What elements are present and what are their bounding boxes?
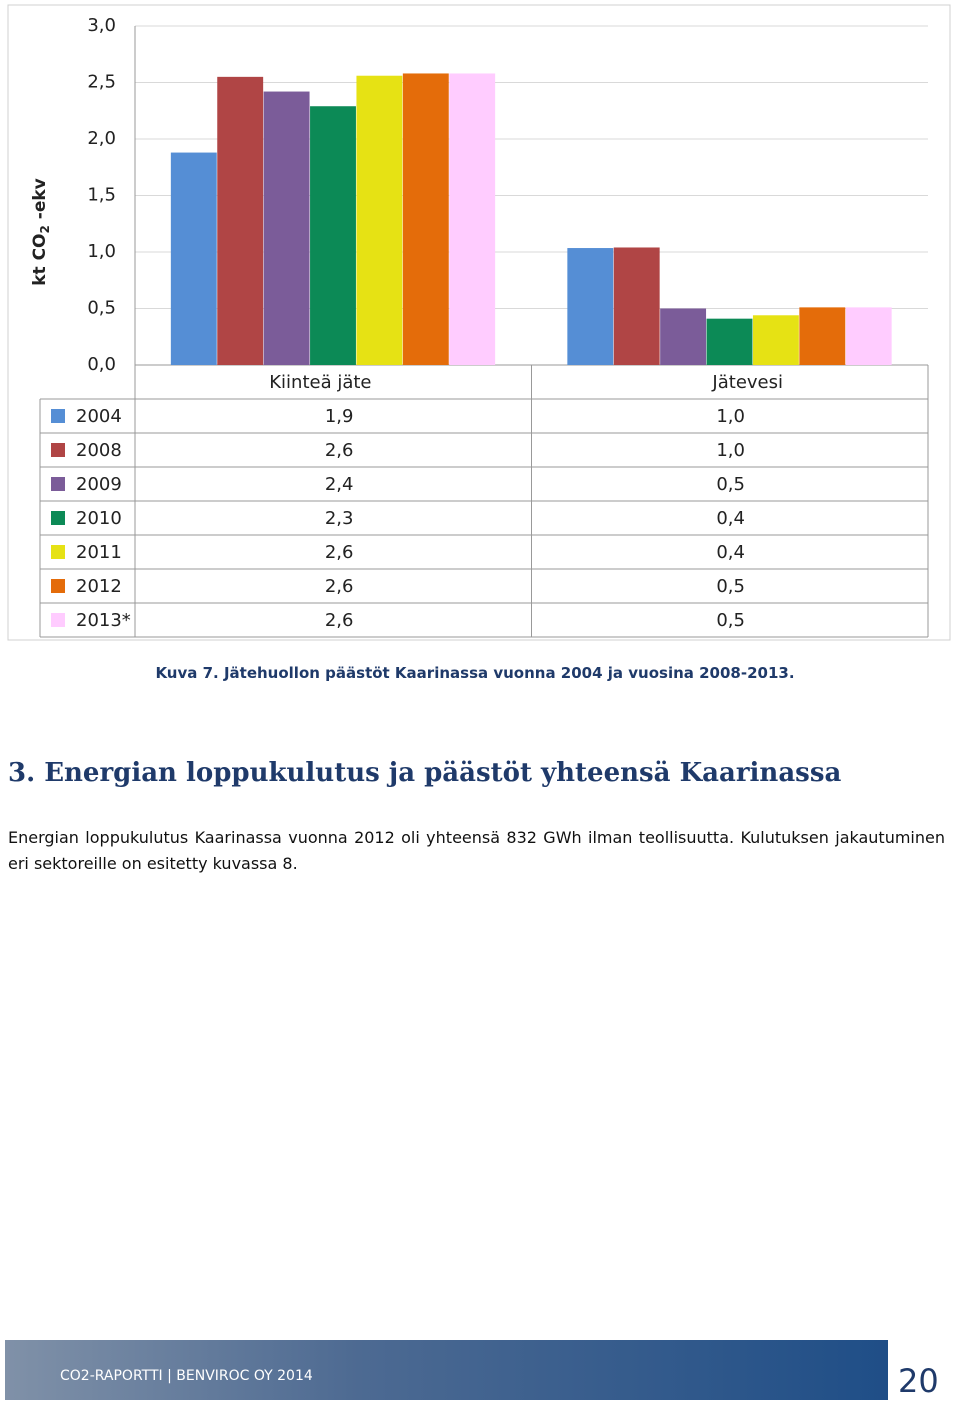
y-tick-label: 2,0 (87, 128, 116, 149)
y-tick-label: 0,0 (87, 354, 116, 375)
legend-swatch (51, 477, 65, 491)
table-value: 0,5 (716, 474, 745, 495)
legend-label: 2008 (76, 440, 122, 461)
bar (752, 315, 799, 365)
category-label: Kiinteä jäte (269, 372, 371, 393)
table-value: 2,6 (325, 440, 354, 461)
bar (263, 91, 310, 365)
table-value: 1,0 (716, 440, 745, 461)
legend-label: 2009 (76, 474, 122, 495)
y-label-suffix: -ekv (30, 178, 50, 225)
table-value: 0,4 (716, 508, 745, 529)
legend-swatch (51, 409, 65, 423)
y-axis-label: kt CO2 -ekv (30, 178, 52, 286)
table-value: 2,4 (325, 474, 354, 495)
y-tick-label: 0,5 (87, 298, 116, 319)
legend-label: 2011 (76, 542, 122, 563)
y-tick-label: 2,5 (87, 72, 116, 93)
bar (310, 106, 356, 365)
bar (356, 75, 403, 365)
paragraph: Energian loppukulutus Kaarinassa vuonna … (8, 828, 945, 873)
section-heading: 3. Energian loppukulutus ja päästöt yhte… (8, 758, 842, 788)
legend-label: 2013* (76, 610, 131, 631)
bar (845, 307, 892, 365)
table-value: 2,6 (325, 610, 354, 631)
bar (799, 307, 846, 365)
bar (706, 318, 753, 365)
legend-swatch (51, 545, 65, 559)
legend-swatch (51, 579, 65, 593)
footer-band: CO2-RAPORTTI | BENVIROC OY 2014 (5, 1340, 888, 1400)
y-label-text: kt CO (30, 233, 50, 285)
bar (613, 247, 660, 365)
legend-label: 2012 (76, 576, 122, 597)
footer-text: CO2-RAPORTTI | BENVIROC OY 2014 (60, 1368, 313, 1384)
legend-swatch (51, 511, 65, 525)
table-value: 0,5 (716, 610, 745, 631)
bar (449, 73, 496, 366)
bar (567, 248, 614, 365)
bar (402, 73, 449, 366)
legend-swatch (51, 443, 65, 457)
bar (170, 152, 217, 365)
y-tick-label: 3,0 (87, 15, 116, 36)
chart: kt CO2 -ekv 0,0 0,5 1,0 1,5 2,0 2,5 3,0 Kiinteä… (7, 4, 951, 641)
table-value: 2,3 (325, 508, 354, 529)
y-tick-label: 1,0 (87, 241, 116, 262)
category-label: Jätevesi (711, 372, 783, 393)
bar (660, 308, 707, 365)
table-value: 2,6 (325, 576, 354, 597)
bar (217, 76, 264, 365)
y-label-sub: 2 (38, 225, 52, 233)
table-value: 2,6 (325, 542, 354, 563)
y-tick-label: 1,5 (87, 185, 116, 206)
table-value: 0,5 (716, 576, 745, 597)
table-value: 1,0 (716, 406, 745, 427)
legend-label: 2004 (76, 406, 122, 427)
figure-caption: Kuva 7. Jätehuollon päästöt Kaarinassa v… (155, 664, 795, 682)
table-value: 1,9 (325, 406, 354, 427)
page-number: 20 (898, 1362, 939, 1400)
table-value: 0,4 (716, 542, 745, 563)
legend-swatch (51, 613, 65, 627)
legend-label: 2010 (76, 508, 122, 529)
